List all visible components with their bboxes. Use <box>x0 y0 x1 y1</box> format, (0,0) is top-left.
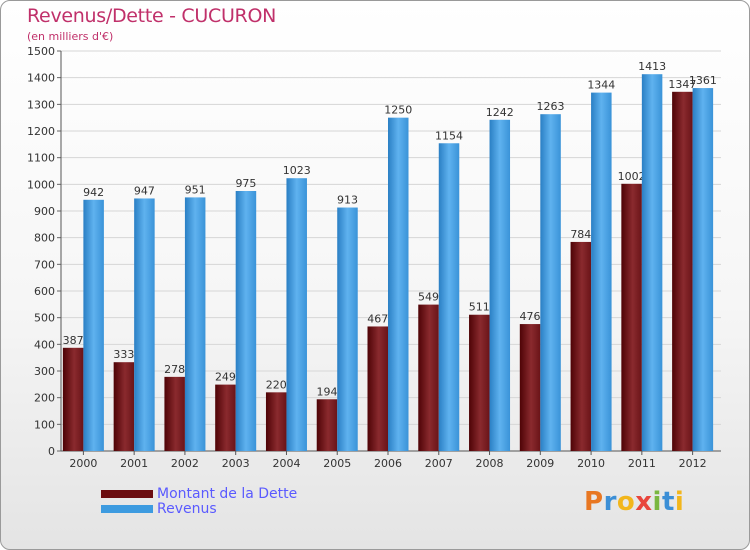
y-tick-label: 300 <box>34 365 55 378</box>
bar-dette <box>570 241 592 451</box>
bar-dette <box>215 384 236 451</box>
data-label-dette: 194 <box>316 385 337 398</box>
logo-letter: r <box>603 487 617 517</box>
bar-dette <box>113 362 135 451</box>
y-tick-label: 1200 <box>27 125 55 138</box>
y-tick-label: 1300 <box>27 98 55 111</box>
bar-dette <box>469 314 490 451</box>
y-tick-label: 1400 <box>27 72 55 85</box>
data-label-revenus: 1242 <box>486 106 514 119</box>
bar-revenus <box>286 178 307 451</box>
bar-dette <box>418 304 439 451</box>
x-tick-label: 2010 <box>577 457 605 470</box>
bar-dette <box>62 347 84 451</box>
y-tick-label: 100 <box>34 418 55 431</box>
data-label-dette: 549 <box>418 291 439 304</box>
bar-revenus <box>235 191 257 451</box>
data-label-dette: 220 <box>266 378 287 391</box>
data-label-revenus: 1413 <box>638 60 666 73</box>
x-tick-label: 2008 <box>476 457 504 470</box>
data-label-dette: 249 <box>215 371 236 384</box>
y-tick-label: 400 <box>34 338 55 351</box>
y-tick-label: 700 <box>34 258 55 271</box>
legend-swatch-revenus <box>101 505 153 513</box>
x-tick-label: 2004 <box>272 457 300 470</box>
data-label-dette: 278 <box>164 363 185 376</box>
x-tick-label: 2002 <box>171 457 199 470</box>
y-tick-label: 200 <box>34 392 55 405</box>
data-label-dette: 387 <box>63 334 84 347</box>
data-label-dette: 467 <box>367 312 388 325</box>
logo-letter: x <box>635 487 653 517</box>
y-tick-label: 0 <box>48 445 55 458</box>
data-label-dette: 511 <box>469 301 490 314</box>
x-tick-label: 2000 <box>69 457 97 470</box>
x-tick-label: 2012 <box>679 457 707 470</box>
bar-dette <box>316 399 338 451</box>
bar-revenus <box>184 197 206 451</box>
legend-label-dette: Montant de la Dette <box>157 486 298 502</box>
chart-title: Revenus/Dette - CUCURON <box>27 5 277 27</box>
logo-letter: i <box>674 487 685 517</box>
bar-revenus <box>641 74 663 451</box>
y-tick-label: 900 <box>34 205 55 218</box>
y-tick-label: 1000 <box>27 178 55 191</box>
bar-dette <box>265 392 287 451</box>
y-tick-label: 1100 <box>27 152 55 165</box>
data-label-revenus: 947 <box>134 184 155 197</box>
x-tick-label: 2007 <box>425 457 453 470</box>
logo-letter: t <box>661 487 675 517</box>
legend-swatch-dette <box>101 490 153 498</box>
data-label-revenus: 1361 <box>689 74 717 87</box>
logo-letter: P <box>584 487 604 517</box>
bar-revenus <box>438 143 460 451</box>
x-tick-label: 2003 <box>222 457 250 470</box>
data-label-revenus: 1154 <box>435 129 463 142</box>
data-label-revenus: 975 <box>235 177 256 190</box>
bar-revenus <box>134 198 155 451</box>
data-label-dette: 1347 <box>668 78 696 91</box>
bar-dette <box>164 376 185 451</box>
bar-revenus <box>337 207 358 451</box>
x-tick-label: 2006 <box>374 457 402 470</box>
logo-letter: o <box>616 487 636 517</box>
data-label-dette: 333 <box>113 348 134 361</box>
data-label-revenus: 1344 <box>587 79 615 92</box>
bar-revenus <box>540 114 561 451</box>
data-label-dette: 784 <box>570 228 591 241</box>
x-tick-label: 2005 <box>323 457 351 470</box>
y-tick-label: 600 <box>34 285 55 298</box>
logo-letter: i <box>652 487 662 517</box>
data-label-revenus: 1250 <box>384 104 412 117</box>
bar-revenus <box>591 92 612 451</box>
bar-dette <box>519 324 541 451</box>
bar-dette <box>367 326 388 451</box>
data-label-dette: 1002 <box>618 170 646 183</box>
y-tick-label: 500 <box>34 312 55 325</box>
y-tick-label: 800 <box>34 232 55 245</box>
data-label-dette: 476 <box>520 310 541 323</box>
chart-subtitle: (en milliers d'€) <box>27 30 114 43</box>
data-label-revenus: 942 <box>83 186 104 199</box>
bar-revenus <box>489 119 511 452</box>
data-label-revenus: 1023 <box>283 164 311 177</box>
bar-revenus <box>388 117 409 452</box>
data-label-revenus: 913 <box>337 194 358 207</box>
data-label-revenus: 1263 <box>537 100 565 113</box>
legend-label-revenus: Revenus <box>157 501 217 517</box>
bar-dette <box>621 183 642 452</box>
bar-dette <box>672 91 693 452</box>
x-tick-label: 2011 <box>628 457 656 470</box>
bar-revenus <box>692 88 714 452</box>
data-label-revenus: 951 <box>185 183 206 196</box>
x-tick-label: 2001 <box>120 457 148 470</box>
proxiti-logo: Proxiti <box>584 487 684 517</box>
y-tick-label: 1500 <box>27 45 55 58</box>
x-tick-label: 2009 <box>526 457 554 470</box>
bar-revenus <box>83 199 104 451</box>
